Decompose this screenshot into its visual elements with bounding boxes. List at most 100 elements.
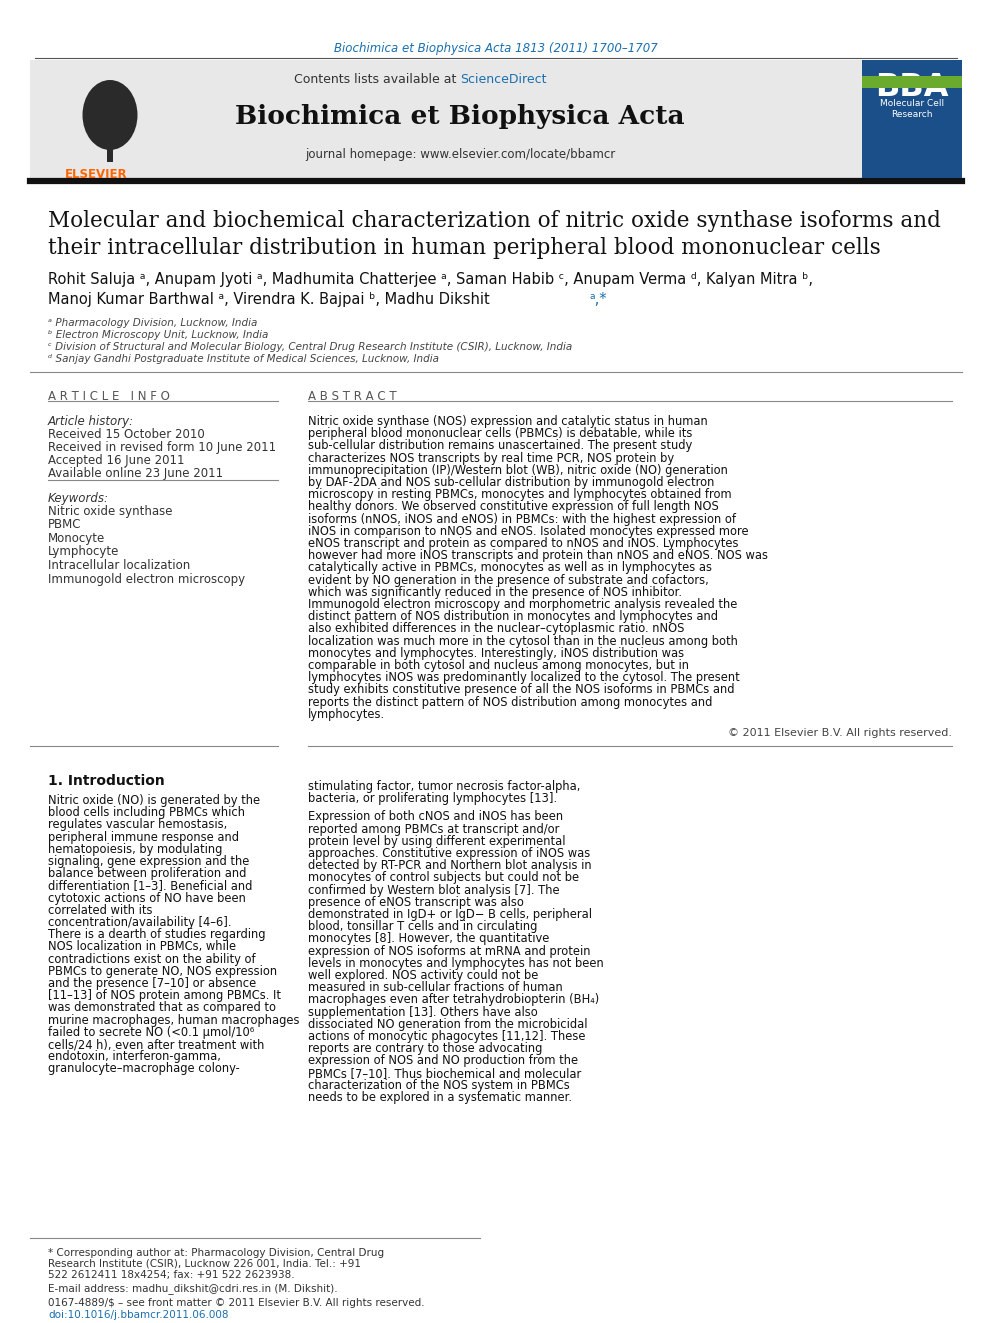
Text: localization was much more in the cytosol than in the nucleus among both: localization was much more in the cytoso… — [308, 635, 738, 647]
Text: reports the distinct pattern of NOS distribution among monocytes and: reports the distinct pattern of NOS dist… — [308, 696, 712, 709]
Text: peripheral blood mononuclear cells (PBMCs) is debatable, while its: peripheral blood mononuclear cells (PBMC… — [308, 427, 692, 441]
Text: PBMCs to generate NO, NOS expression: PBMCs to generate NO, NOS expression — [48, 964, 277, 978]
Text: 1. Introduction: 1. Introduction — [48, 774, 165, 789]
Text: peripheral immune response and: peripheral immune response and — [48, 831, 239, 844]
Text: Contents lists available at: Contents lists available at — [294, 73, 460, 86]
Text: * Corresponding author at: Pharmacology Division, Central Drug: * Corresponding author at: Pharmacology … — [48, 1248, 384, 1258]
Text: [11–13] of NOS protein among PBMCs. It: [11–13] of NOS protein among PBMCs. It — [48, 990, 281, 1003]
Text: ᶜ Division of Structural and Molecular Biology, Central Drug Research Institute : ᶜ Division of Structural and Molecular B… — [48, 343, 572, 352]
Text: ᵈ Sanjay Gandhi Postgraduate Institute of Medical Sciences, Lucknow, India: ᵈ Sanjay Gandhi Postgraduate Institute o… — [48, 355, 439, 364]
Text: which was significantly reduced in the presence of NOS inhibitor.: which was significantly reduced in the p… — [308, 586, 682, 599]
Text: measured in sub-cellular fractions of human: measured in sub-cellular fractions of hu… — [308, 982, 562, 994]
Text: Molecular and biochemical characterization of nitric oxide synthase isoforms and: Molecular and biochemical characterizati… — [48, 210, 940, 232]
Text: cytotoxic actions of NO have been: cytotoxic actions of NO have been — [48, 892, 246, 905]
Text: A B S T R A C T: A B S T R A C T — [308, 390, 397, 404]
Text: sub-cellular distribution remains unascertained. The present study: sub-cellular distribution remains unasce… — [308, 439, 692, 452]
Text: ELSEVIER: ELSEVIER — [65, 168, 128, 181]
Text: characterization of the NOS system in PBMCs: characterization of the NOS system in PB… — [308, 1078, 569, 1091]
Text: immunoprecipitation (IP)/Western blot (WB), nitric oxide (NO) generation: immunoprecipitation (IP)/Western blot (W… — [308, 464, 728, 476]
Text: signaling, gene expression and the: signaling, gene expression and the — [48, 855, 249, 868]
Text: Nitric oxide synthase: Nitric oxide synthase — [48, 505, 173, 519]
Text: © 2011 Elsevier B.V. All rights reserved.: © 2011 Elsevier B.V. All rights reserved… — [728, 728, 952, 738]
Text: Nitric oxide synthase (NOS) expression and catalytic status in human: Nitric oxide synthase (NOS) expression a… — [308, 415, 707, 429]
Text: Expression of both cNOS and iNOS has been: Expression of both cNOS and iNOS has bee… — [308, 811, 563, 823]
Text: There is a dearth of studies regarding: There is a dearth of studies regarding — [48, 929, 266, 941]
Text: actions of monocytic phagocytes [11,12]. These: actions of monocytic phagocytes [11,12].… — [308, 1031, 585, 1043]
Text: granulocyte–macrophage colony-: granulocyte–macrophage colony- — [48, 1062, 240, 1076]
Text: blood cells including PBMCs which: blood cells including PBMCs which — [48, 806, 245, 819]
Text: Nitric oxide (NO) is generated by the: Nitric oxide (NO) is generated by the — [48, 794, 260, 807]
Text: monocytes of control subjects but could not be: monocytes of control subjects but could … — [308, 872, 579, 884]
Text: Biochimica et Biophysica Acta 1813 (2011) 1700–1707: Biochimica et Biophysica Acta 1813 (2011… — [334, 42, 658, 56]
Text: Keywords:: Keywords: — [48, 492, 109, 505]
Text: catalytically active in PBMCs, monocytes as well as in lymphocytes as: catalytically active in PBMCs, monocytes… — [308, 561, 712, 574]
Text: PBMCs [7–10]. Thus biochemical and molecular: PBMCs [7–10]. Thus biochemical and molec… — [308, 1066, 581, 1080]
Text: by DAF-2DA and NOS sub-cellular distribution by immunogold electron: by DAF-2DA and NOS sub-cellular distribu… — [308, 476, 714, 490]
Text: failed to secrete NO (<0.1 μmol/10⁶: failed to secrete NO (<0.1 μmol/10⁶ — [48, 1025, 254, 1039]
Text: Monocyte: Monocyte — [48, 532, 105, 545]
Text: endotoxin, interferon-gamma,: endotoxin, interferon-gamma, — [48, 1050, 221, 1064]
Text: hematopoiesis, by modulating: hematopoiesis, by modulating — [48, 843, 222, 856]
Text: also exhibited differences in the nuclear–cytoplasmic ratio. nNOS: also exhibited differences in the nuclea… — [308, 622, 684, 635]
Text: monocytes and lymphocytes. Interestingly, iNOS distribution was: monocytes and lymphocytes. Interestingly… — [308, 647, 684, 660]
Text: Intracellular localization: Intracellular localization — [48, 560, 190, 572]
Text: Accepted 16 June 2011: Accepted 16 June 2011 — [48, 454, 185, 467]
Text: Available online 23 June 2011: Available online 23 June 2011 — [48, 467, 223, 480]
Bar — [107, 140, 113, 161]
Text: ᵃ,*: ᵃ,* — [590, 292, 608, 307]
Text: monocytes [8]. However, the quantitative: monocytes [8]. However, the quantitative — [308, 933, 550, 946]
Text: regulates vascular hemostasis,: regulates vascular hemostasis, — [48, 819, 227, 831]
Text: NOS localization in PBMCs, while: NOS localization in PBMCs, while — [48, 941, 236, 954]
Text: Article history:: Article history: — [48, 415, 134, 429]
Text: healthy donors. We observed constitutive expression of full length NOS: healthy donors. We observed constitutive… — [308, 500, 719, 513]
Text: Received 15 October 2010: Received 15 October 2010 — [48, 429, 204, 441]
Text: confirmed by Western blot analysis [7]. The: confirmed by Western blot analysis [7]. … — [308, 884, 559, 897]
Text: journal homepage: www.elsevier.com/locate/bbamcr: journal homepage: www.elsevier.com/locat… — [305, 148, 615, 161]
Text: levels in monocytes and lymphocytes has not been: levels in monocytes and lymphocytes has … — [308, 957, 604, 970]
Text: iNOS in comparison to nNOS and eNOS. Isolated monocytes expressed more: iNOS in comparison to nNOS and eNOS. Iso… — [308, 525, 749, 538]
Text: Received in revised form 10 June 2011: Received in revised form 10 June 2011 — [48, 441, 276, 454]
Text: lymphocytes.: lymphocytes. — [308, 708, 385, 721]
Bar — [862, 75, 962, 89]
Text: contradictions exist on the ability of: contradictions exist on the ability of — [48, 953, 256, 966]
Text: needs to be explored in a systematic manner.: needs to be explored in a systematic man… — [308, 1091, 572, 1103]
Text: and the presence [7–10] or absence: and the presence [7–10] or absence — [48, 976, 256, 990]
Text: correlated with its: correlated with its — [48, 904, 153, 917]
Text: blood, tonsillar T cells and in circulating: blood, tonsillar T cells and in circulat… — [308, 921, 538, 933]
Text: reports are contrary to those advocating: reports are contrary to those advocating — [308, 1043, 543, 1056]
Text: study exhibits constitutive presence of all the NOS isoforms in PBMCs and: study exhibits constitutive presence of … — [308, 684, 734, 696]
Text: however had more iNOS transcripts and protein than nNOS and eNOS. NOS was: however had more iNOS transcripts and pr… — [308, 549, 768, 562]
Text: stimulating factor, tumor necrosis factor-alpha,: stimulating factor, tumor necrosis facto… — [308, 781, 580, 792]
Text: 0167-4889/$ – see front matter © 2011 Elsevier B.V. All rights reserved.: 0167-4889/$ – see front matter © 2011 El… — [48, 1298, 425, 1308]
Text: demonstrated in IgD+ or IgD− B cells, peripheral: demonstrated in IgD+ or IgD− B cells, pe… — [308, 908, 592, 921]
Text: PBMC: PBMC — [48, 519, 81, 532]
Text: Research: Research — [891, 110, 932, 119]
Text: balance between proliferation and: balance between proliferation and — [48, 867, 246, 880]
Text: distinct pattern of NOS distribution in monocytes and lymphocytes and: distinct pattern of NOS distribution in … — [308, 610, 718, 623]
Ellipse shape — [82, 79, 138, 149]
Text: eNOS transcript and protein as compared to nNOS and iNOS. Lymphocytes: eNOS transcript and protein as compared … — [308, 537, 738, 550]
Text: macrophages even after tetrahydrobiopterin (BH₄): macrophages even after tetrahydrobiopter… — [308, 994, 599, 1007]
Text: presence of eNOS transcript was also: presence of eNOS transcript was also — [308, 896, 524, 909]
Text: Immunogold electron microscopy and morphometric analysis revealed the: Immunogold electron microscopy and morph… — [308, 598, 737, 611]
Text: cells/24 h), even after treatment with: cells/24 h), even after treatment with — [48, 1039, 265, 1050]
Text: microscopy in resting PBMCs, monocytes and lymphocytes obtained from: microscopy in resting PBMCs, monocytes a… — [308, 488, 732, 501]
Text: well explored. NOS activity could not be: well explored. NOS activity could not be — [308, 968, 539, 982]
Text: ᵃ Pharmacology Division, Lucknow, India: ᵃ Pharmacology Division, Lucknow, India — [48, 318, 257, 328]
Text: was demonstrated that as compared to: was demonstrated that as compared to — [48, 1002, 276, 1015]
Text: supplementation [13]. Others have also: supplementation [13]. Others have also — [308, 1005, 538, 1019]
Text: Biochimica et Biophysica Acta: Biochimica et Biophysica Acta — [235, 105, 684, 130]
Text: Rohit Saluja ᵃ, Anupam Jyoti ᵃ, Madhumita Chatterjee ᵃ, Saman Habib ᶜ, Anupam Ve: Rohit Saluja ᵃ, Anupam Jyoti ᵃ, Madhumit… — [48, 273, 813, 287]
Text: concentration/availability [4–6].: concentration/availability [4–6]. — [48, 916, 231, 929]
Text: E-mail address: madhu_dikshit@cdri.res.in (M. Dikshit).: E-mail address: madhu_dikshit@cdri.res.i… — [48, 1283, 337, 1294]
Text: Research Institute (CSIR), Lucknow 226 001, India. Tel.: +91: Research Institute (CSIR), Lucknow 226 0… — [48, 1259, 361, 1269]
Text: dissociated NO generation from the microbicidal: dissociated NO generation from the micro… — [308, 1017, 587, 1031]
Bar — [862, 60, 962, 179]
Text: approaches. Constitutive expression of iNOS was: approaches. Constitutive expression of i… — [308, 847, 590, 860]
Text: ScienceDirect: ScienceDirect — [460, 73, 547, 86]
Text: Molecular Cell: Molecular Cell — [880, 99, 944, 108]
Text: isoforms (nNOS, iNOS and eNOS) in PBMCs: with the highest expression of: isoforms (nNOS, iNOS and eNOS) in PBMCs:… — [308, 512, 736, 525]
Text: doi:10.1016/j.bbamcr.2011.06.008: doi:10.1016/j.bbamcr.2011.06.008 — [48, 1310, 228, 1320]
Text: expression of NOS isoforms at mRNA and protein: expression of NOS isoforms at mRNA and p… — [308, 945, 590, 958]
Text: Manoj Kumar Barthwal ᵃ, Virendra K. Bajpai ᵇ, Madhu Dikshit: Manoj Kumar Barthwal ᵃ, Virendra K. Bajp… — [48, 292, 490, 307]
